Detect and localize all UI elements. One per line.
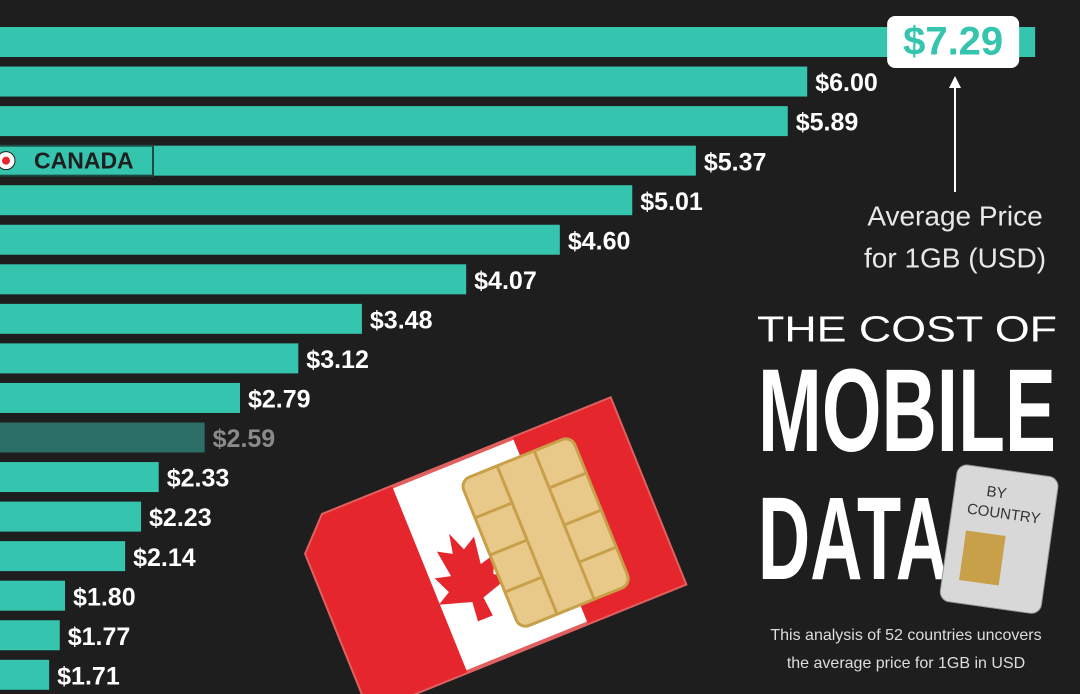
bar: [0, 541, 126, 572]
value-label: $5.01: [640, 188, 703, 216]
arrow-head: [949, 76, 961, 88]
sim-red: [306, 486, 468, 694]
category-box: [0, 144, 154, 177]
title: DATA: [758, 473, 948, 605]
bar: [0, 343, 299, 374]
bar: [0, 303, 362, 334]
value-label: $5.89: [796, 109, 859, 137]
bar: [0, 620, 60, 651]
maple-leaf: [434, 533, 510, 622]
bar: [0, 659, 50, 690]
chip-lines: [474, 450, 617, 615]
value-label: $7.29: [903, 20, 1003, 64]
value-label: $1.71: [57, 662, 120, 690]
value-label: $1.77: [68, 623, 131, 651]
value-label: $4.60: [568, 227, 631, 255]
value-label: $3.48: [370, 306, 433, 334]
badge: BY COUNTRY: [939, 464, 1059, 614]
category-label: CANADA: [34, 148, 134, 174]
bar: [0, 462, 159, 493]
bar: [0, 501, 142, 532]
value-label: $4.07: [474, 267, 537, 295]
highlight-box: [887, 16, 1020, 68]
bar: [0, 185, 633, 216]
bar: [0, 382, 240, 413]
sim-card: [303, 395, 688, 694]
value-label: $2.33: [167, 465, 230, 493]
title: MOBILE: [758, 345, 1056, 477]
subtitle: the average price for 1GB in USD: [787, 655, 1025, 672]
value-label: $6.00: [815, 69, 878, 97]
badge-chip: [959, 530, 1006, 586]
bar: [0, 106, 788, 137]
bar: [0, 145, 696, 176]
value-label: $5.37: [704, 148, 767, 176]
bars: $7.29 $6.00 $5.89 $5.37 CANADA $5.01 $4.60 $4.0…: [0, 16, 1036, 690]
flag-dot: [2, 156, 10, 165]
subtitle: This analysis of 52 countries uncovers: [770, 627, 1041, 644]
value-label: $2.59: [213, 425, 276, 453]
bar: [0, 224, 560, 255]
badge-text: BY: [985, 483, 1007, 503]
title: THE COST OF: [757, 309, 1057, 350]
value-label: $2.14: [133, 544, 196, 572]
value-label: $2.79: [248, 386, 311, 414]
bar: [0, 580, 66, 611]
bar: [0, 66, 808, 97]
bar: [0, 422, 205, 453]
value-label: $1.80: [73, 583, 136, 611]
bar: [0, 264, 467, 295]
annotation: for 1GB (USD): [864, 242, 1046, 273]
value-label: $3.12: [306, 346, 369, 374]
bar: [0, 27, 1036, 57]
value-label: $2.23: [149, 504, 212, 532]
annotation: Average Price: [867, 200, 1042, 231]
